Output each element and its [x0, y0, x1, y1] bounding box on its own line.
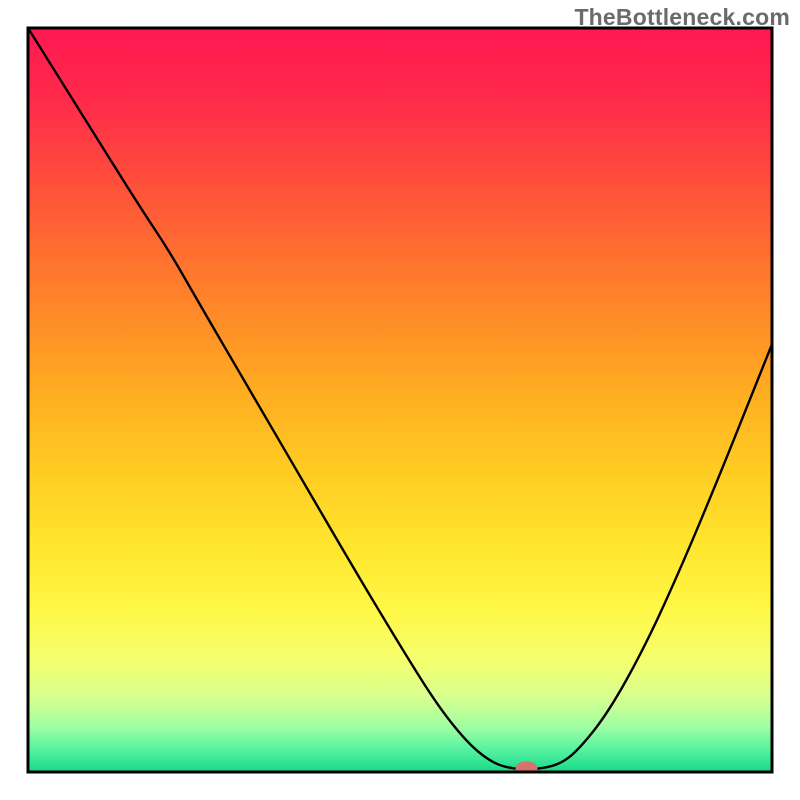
watermark-text: TheBottleneck.com	[574, 4, 790, 31]
chart-container: TheBottleneck.com	[0, 0, 800, 800]
bottleneck-chart	[0, 0, 800, 800]
plot-background	[28, 28, 772, 772]
